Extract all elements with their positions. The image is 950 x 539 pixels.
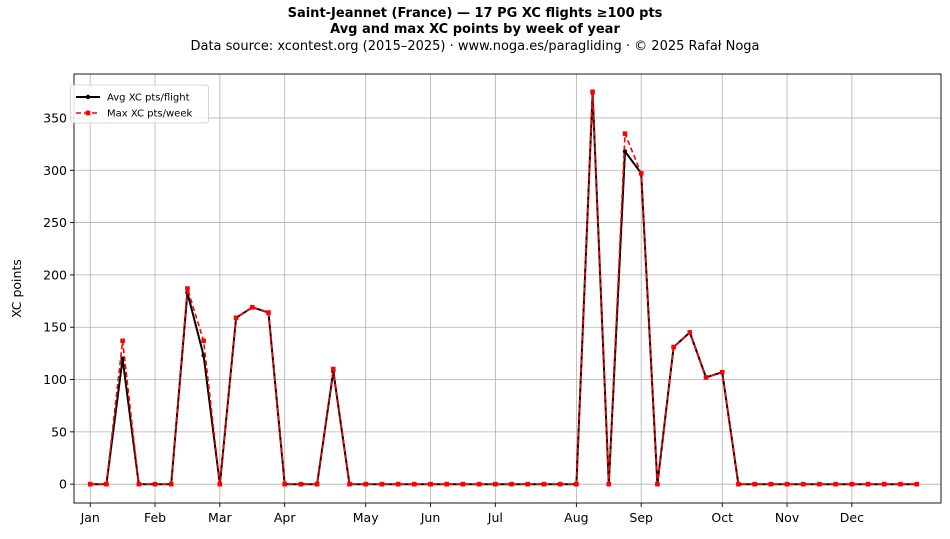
data-point [541, 481, 547, 487]
data-point [865, 481, 871, 487]
y-tick-label: 100 [43, 372, 67, 387]
x-tick-label: Jun [420, 510, 441, 525]
data-point [800, 481, 806, 487]
data-point [509, 481, 514, 487]
series-max [87, 89, 919, 487]
data-point [120, 338, 125, 344]
data-point [493, 481, 498, 487]
data-point [168, 481, 174, 487]
data-point [201, 338, 206, 344]
legend-box [70, 84, 209, 124]
data-point [590, 89, 595, 95]
chart-title: Saint-Jeannet (France) — 17 PG XC flight… [287, 6, 663, 21]
data-point [898, 481, 903, 487]
y-tick-label: 150 [43, 320, 67, 335]
data-point [606, 481, 612, 487]
data-point [330, 366, 336, 372]
data-point [152, 481, 158, 487]
legend-marker [85, 94, 91, 100]
grid-lines [74, 74, 941, 503]
x-tick-label: Sep [629, 510, 653, 525]
data-point [428, 481, 433, 487]
y-tick-label: 300 [43, 163, 67, 178]
data-point [557, 481, 563, 487]
data-point [752, 481, 757, 487]
x-tick-label: Mar [208, 510, 232, 525]
data-point [881, 481, 887, 487]
data-point [185, 286, 190, 291]
data-point [655, 481, 660, 487]
data-point [622, 131, 628, 136]
data-point [687, 330, 693, 335]
x-tick-label: May [353, 510, 379, 525]
y-tick-label: 200 [43, 267, 67, 282]
data-point [136, 481, 142, 487]
data-point [476, 481, 482, 487]
chart-subtitle: Avg and max XC points by week of year [330, 22, 620, 37]
data-point [768, 481, 774, 487]
data-point [817, 481, 822, 487]
x-tick-label: Nov [775, 510, 800, 525]
data-point [298, 481, 304, 487]
data-point [249, 305, 255, 310]
legend-marker [85, 110, 91, 116]
y-tick-label: 350 [43, 110, 67, 125]
data-point [266, 310, 271, 315]
x-tick-label: Dec [840, 510, 864, 525]
y-axis-label: XC points [9, 259, 24, 318]
data-point [379, 481, 385, 487]
data-point [719, 369, 725, 375]
data-point [104, 481, 109, 487]
legend-label: Max XC pts/week [107, 109, 192, 120]
x-tick-label: Jan [80, 510, 100, 525]
data-point [395, 481, 401, 487]
title-block: Saint-Jeannet (France) — 17 PG XC flight… [0, 6, 950, 55]
x-tick-label: Apr [274, 510, 296, 525]
y-tick-label: 0 [59, 477, 67, 492]
x-tick-label: Oct [711, 510, 733, 525]
data-point [574, 481, 579, 487]
data-point [638, 171, 644, 176]
data-point [87, 481, 93, 487]
y-tick-label: 50 [51, 424, 67, 439]
legend-label: Avg XC pts/flight [107, 93, 190, 104]
y-tick-label: 250 [43, 215, 67, 230]
data-point [671, 344, 676, 350]
data-point [217, 481, 223, 487]
data-point [525, 481, 531, 487]
x-tick-label: Feb [144, 510, 166, 525]
data-point [412, 481, 417, 487]
data-point [363, 481, 369, 487]
data-point [703, 375, 709, 380]
data-point [914, 481, 919, 487]
x-tick-label: Jul [487, 510, 503, 525]
data-point [849, 481, 855, 487]
series-line [90, 91, 917, 485]
data-point [460, 481, 466, 487]
x-tick-label: Aug [564, 510, 588, 525]
series-line [90, 91, 917, 486]
data-point [444, 481, 450, 487]
legend: Avg XC pts/flight Max XC pts/week [70, 84, 209, 124]
plot-frame [73, 73, 942, 504]
data-point [314, 481, 320, 487]
data-point [347, 481, 352, 487]
data-point [784, 481, 790, 487]
data-point [282, 481, 287, 487]
data-source-note: Data source: xcontest.org (2015–2025) · … [190, 39, 760, 54]
data-point [833, 481, 838, 487]
data-point [736, 481, 741, 487]
data-point [233, 315, 239, 321]
